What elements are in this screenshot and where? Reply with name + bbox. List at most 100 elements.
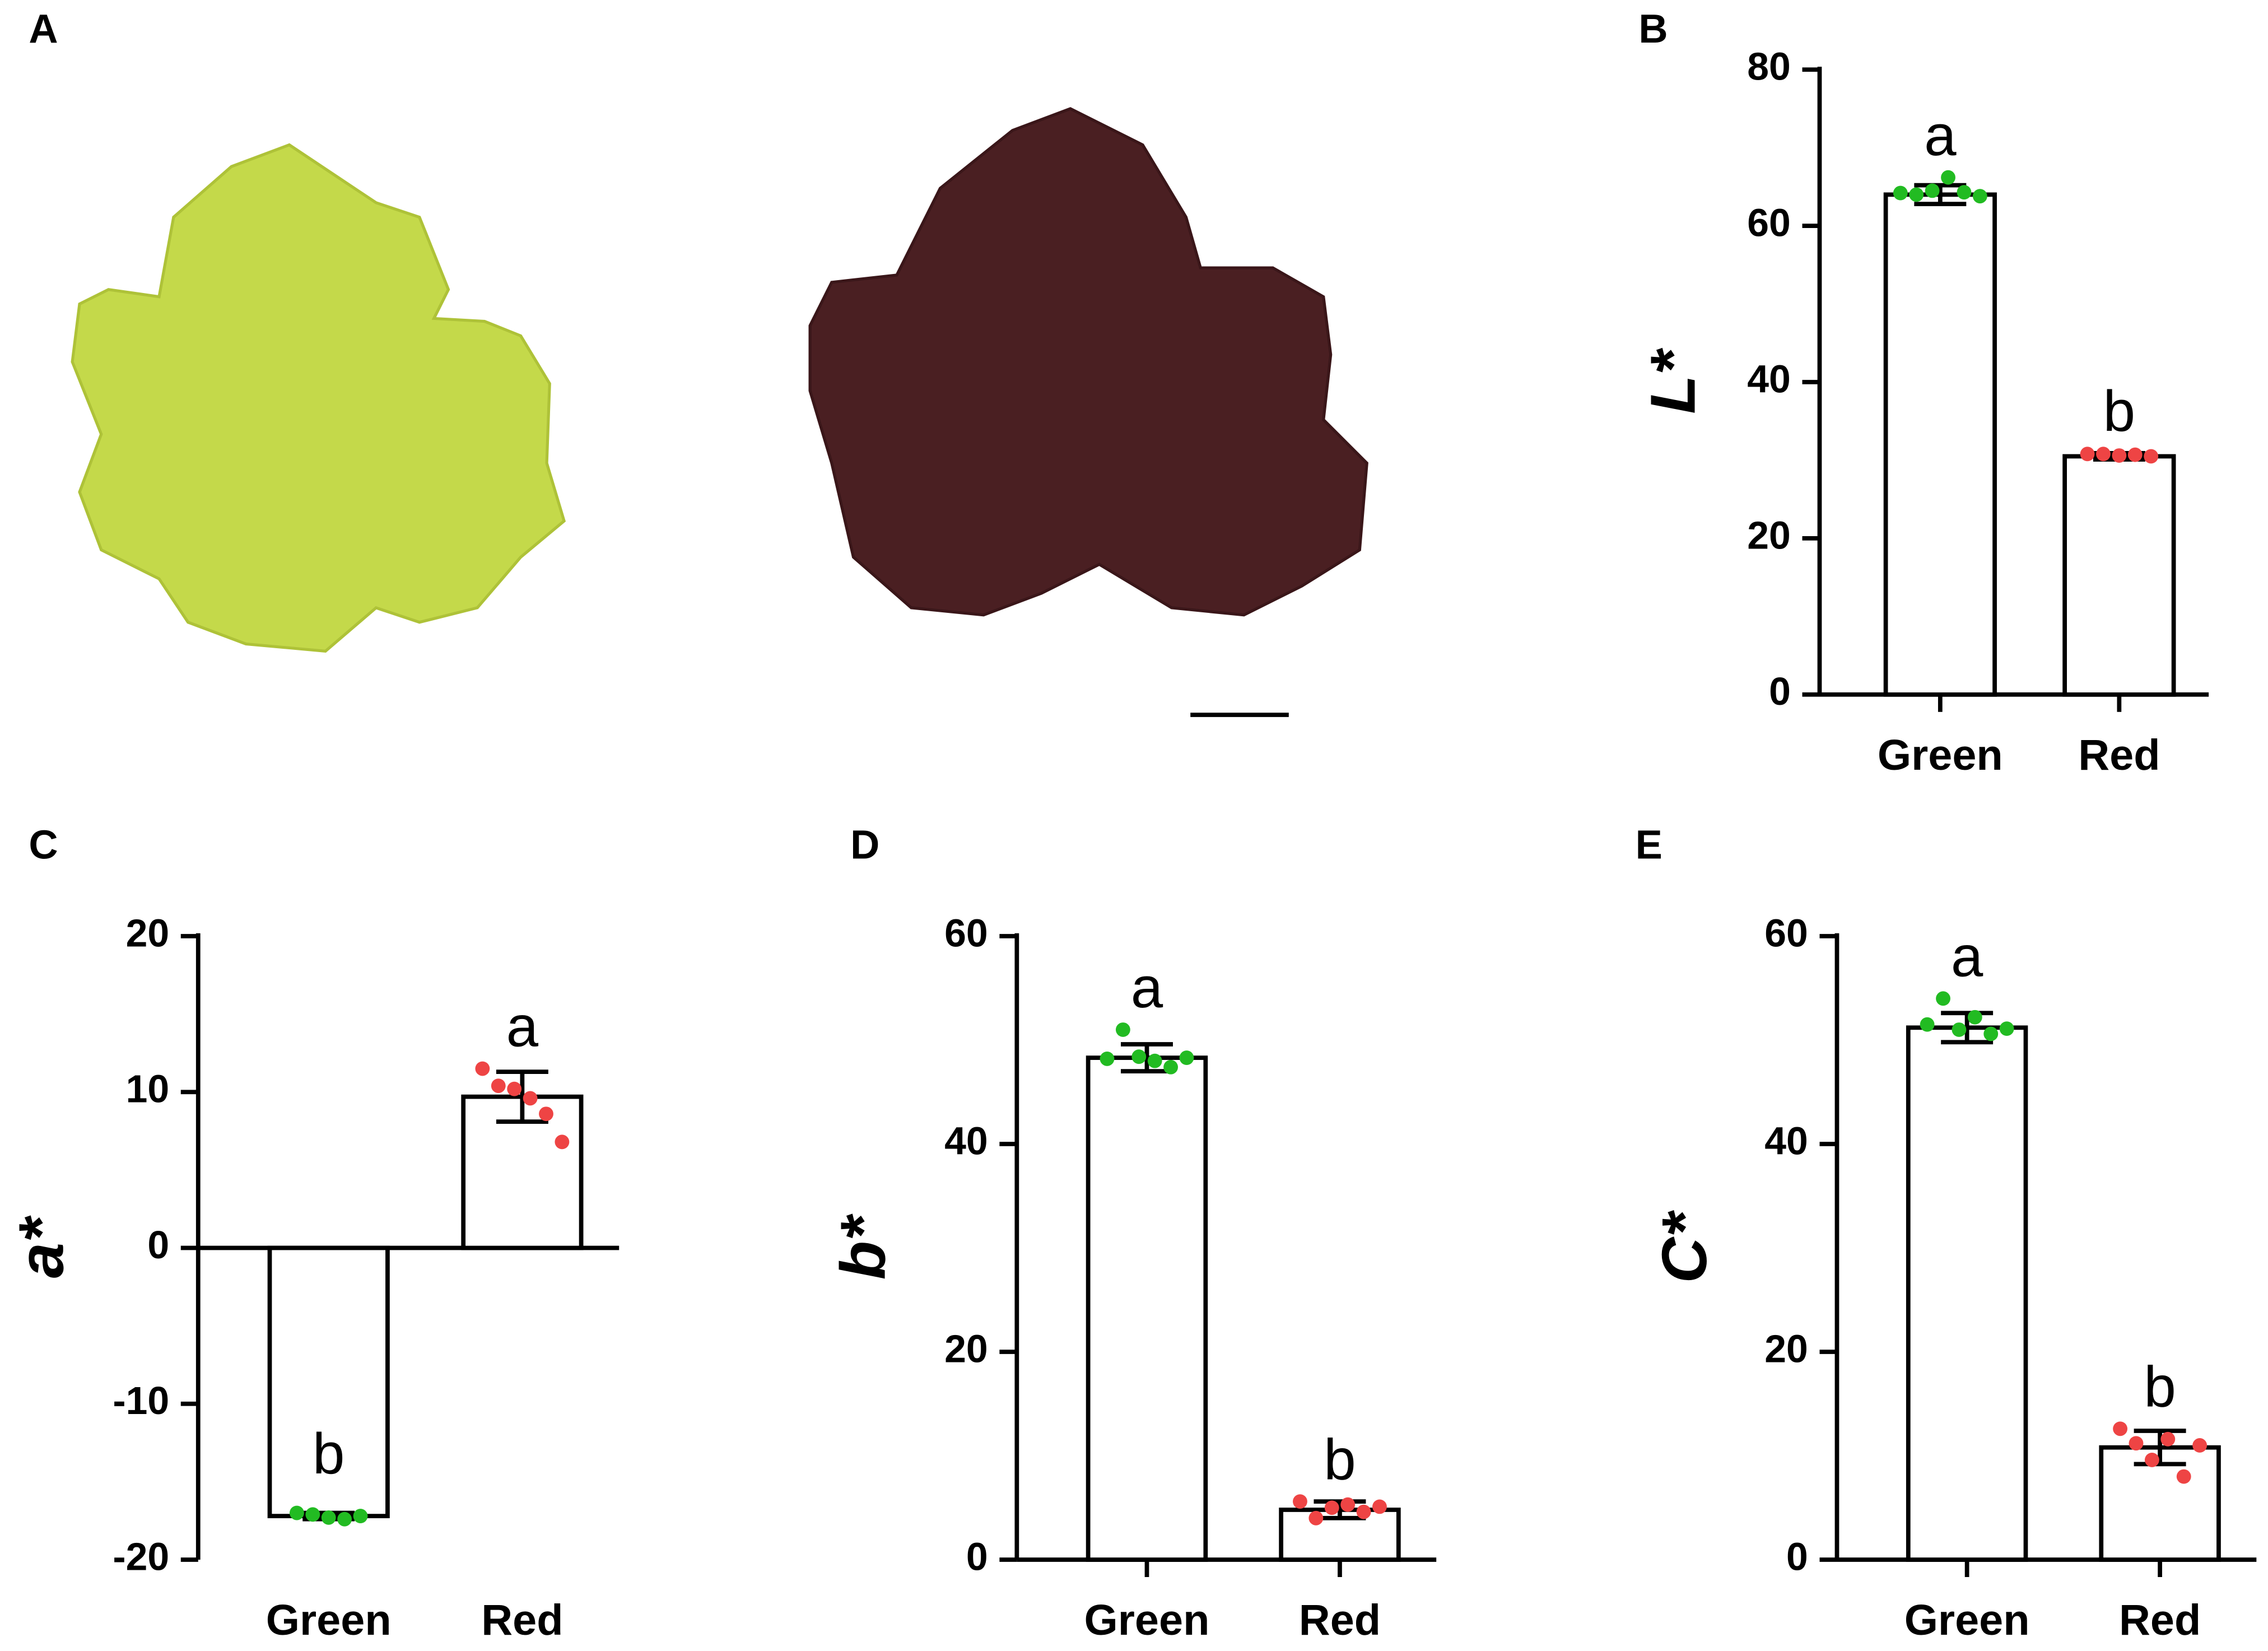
y-tick-label: 60 [1764,911,1808,955]
y-tick-label: 0 [1769,669,1791,713]
y-axis-label: L* [1637,347,1708,413]
bar [1906,1025,2028,1562]
bar [267,1245,390,1518]
data-point [2127,447,2143,462]
y-axis-label: b* [827,1213,898,1280]
y-tick-label: 60 [1747,201,1791,245]
y-axis-label: C* [1649,1210,1720,1283]
data-point [2144,449,2159,464]
bar [1883,192,1997,697]
significance-letter: b [2103,378,2135,443]
data-point [1972,189,1987,204]
data-point [2112,448,2127,463]
y-tick-label: 0 [1786,1534,1808,1578]
y-tick-label: 40 [944,1119,988,1162]
bar [1086,1055,1208,1562]
bar [2062,454,2176,697]
y-tick-label: 60 [944,911,988,955]
data-point [289,1505,304,1520]
y-tick-label: -20 [113,1534,169,1578]
data-point [2113,1421,2128,1436]
data-point [1340,1497,1356,1512]
significance-letter: b [313,1421,344,1486]
y-tick-label: 40 [1764,1119,1808,1162]
red-leaf [808,107,1368,617]
significance-letter: b [1324,1426,1356,1491]
data-point [2160,1431,2176,1447]
data-point [1356,1504,1371,1519]
panel-label: C [29,823,58,868]
data-point [2096,447,2111,462]
data-point [1100,1052,1115,1066]
y-axis-label: a* [6,1215,77,1278]
significance-letter: a [1951,923,1983,988]
data-point [1115,1022,1130,1037]
data-point [1308,1510,1324,1526]
y-tick-label: 0 [966,1534,988,1578]
error-bar [2134,1429,2186,1467]
x-tick-label: Green [1904,1596,2030,1644]
error-bar [496,1069,548,1124]
data-point [1909,187,1924,202]
data-point [1920,1017,1935,1032]
x-tick-label: Red [481,1596,563,1644]
data-point [1952,1022,1967,1037]
significance-letter: a [1924,103,1957,168]
x-tick-label: Green [266,1596,392,1644]
data-point [1293,1494,1307,1509]
x-tick-label: Red [1299,1596,1381,1644]
data-point [2144,1453,2159,1467]
x-tick-label: Red [2078,731,2160,779]
data-point [539,1106,553,1122]
y-tick-label: 20 [126,911,170,955]
data-point [2129,1436,2144,1451]
data-point [1936,991,1950,1006]
panel-label: B [1638,7,1668,52]
data-point [321,1510,336,1525]
data-point [1131,1049,1147,1064]
x-tick-label: Green [1084,1596,1210,1644]
panel-label: D [850,823,879,868]
y-tick-label: 40 [1747,357,1791,401]
significance-letter: a [1131,955,1163,1020]
data-point [523,1091,538,1106]
data-point [555,1134,570,1150]
data-point [491,1078,506,1094]
data-point [475,1061,490,1076]
data-point [1179,1050,1194,1065]
error-bar [1914,183,1967,206]
y-tick-label: -10 [113,1379,169,1422]
data-point [353,1509,368,1524]
data-point [1147,1053,1162,1068]
x-tick-label: Green [1878,731,2003,779]
data-point [305,1507,320,1522]
y-tick-label: 80 [1747,45,1791,89]
data-point [1324,1500,1339,1515]
data-point [507,1081,522,1096]
panel-label: E [1636,823,1662,868]
data-point [1893,185,1908,201]
y-tick-label: 20 [1747,513,1791,557]
data-point [1967,1010,1982,1025]
data-point [1163,1059,1179,1075]
data-point [1925,183,1940,198]
data-point [1999,1021,2014,1036]
y-tick-label: 10 [126,1067,170,1111]
green-leaf [71,143,566,653]
data-point [1957,185,1972,200]
y-tick-label: 0 [147,1223,169,1267]
data-point [1372,1499,1387,1514]
data-point [2080,447,2095,462]
significance-letter: a [506,994,539,1059]
data-point [1983,1026,1999,1041]
error-bar [1941,1011,1994,1045]
y-tick-label: 20 [944,1327,988,1370]
error-bar [1121,1042,1173,1074]
data-point [337,1512,352,1527]
y-tick-label: 20 [1764,1327,1808,1370]
data-point [1941,170,1955,185]
data-point [2176,1469,2191,1484]
significance-letter: b [2144,1354,2176,1419]
